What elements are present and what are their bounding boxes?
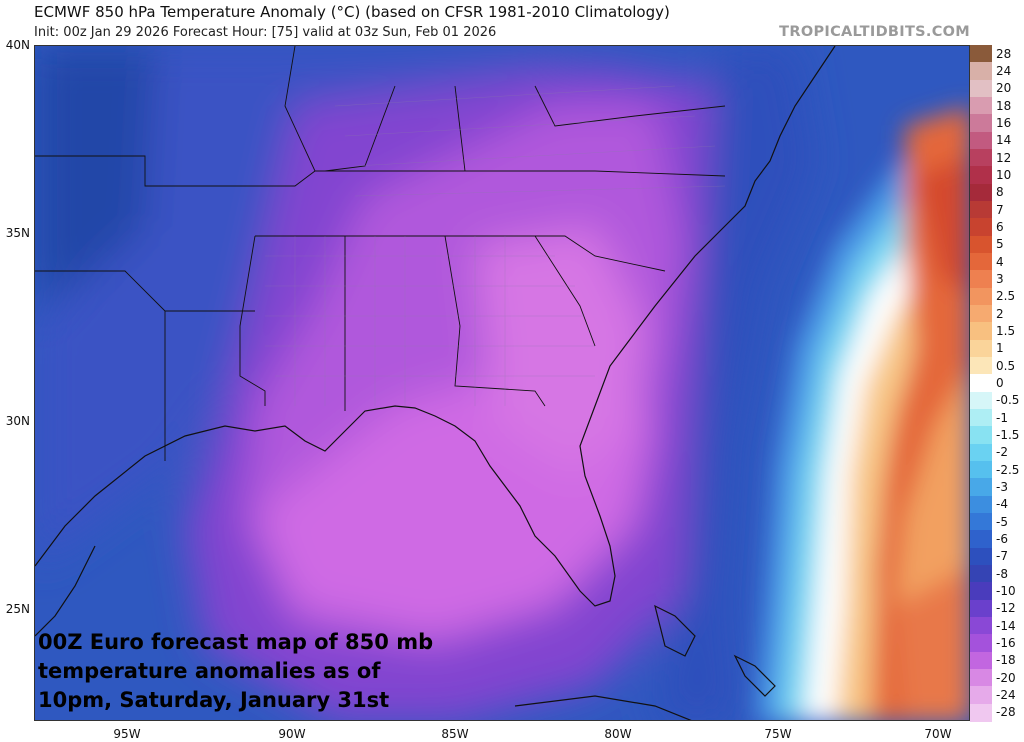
map-caption: 00Z Euro forecast map of 850 mb temperat… [38, 630, 434, 712]
colorbar-tick-label: 2.5 [996, 289, 1016, 304]
colorbar-segment [970, 270, 992, 289]
colorbar-segment [970, 478, 992, 497]
colorbar-tick-label: 1 [996, 341, 1004, 356]
colorbar-tick-label: -8 [996, 566, 1008, 581]
colorbar-tick-label: -7 [996, 549, 1008, 564]
colorbar-tick-label: 0 [996, 376, 1004, 390]
colorbar-segment [970, 426, 992, 445]
colorbar-tick-label: 2 [996, 306, 1004, 321]
map-canvas [35, 46, 969, 720]
lon-label-75w: 75W [764, 727, 792, 741]
colorbar-segment [970, 62, 992, 81]
colorbar-tick-label: -4 [996, 497, 1008, 512]
colorbar-segment [970, 617, 992, 635]
colorbar-segment [970, 443, 992, 462]
colorbar-tick-label: 4 [996, 254, 1004, 269]
colorbar-segment [970, 235, 992, 254]
colorbar-segment [970, 599, 992, 618]
colorbar-segment [970, 547, 992, 566]
colorbar-segment [970, 651, 992, 670]
colorbar-tick-label: 28 [996, 46, 1012, 61]
colorbar-segment [970, 565, 992, 583]
warm-anomaly-field [755, 106, 969, 720]
colorbar-segment [970, 530, 992, 549]
colorbar-tick-label: -28 [996, 705, 1016, 720]
lon-label-80w: 80W [604, 727, 632, 741]
colorbar-tick-label: -3 [996, 480, 1008, 494]
colorbar-segment [970, 79, 992, 98]
colorbar-segment [970, 669, 992, 687]
colorbar-tick-label: 24 [996, 64, 1012, 78]
colorbar-segment [970, 409, 992, 427]
colorbar-segment [970, 253, 992, 271]
colorbar-segment [970, 322, 992, 341]
colorbar-tick-label: 20 [996, 81, 1012, 96]
lat-label-30n: 30N [5, 414, 30, 428]
colorbar-segment [970, 218, 992, 237]
colorbar-segment [970, 686, 992, 705]
colorbar-tick-label: -24 [996, 688, 1016, 702]
colorbar-segment [970, 183, 992, 202]
lat-label-35n: 35N [5, 226, 30, 240]
lon-label-70w: 70W [924, 727, 952, 741]
colorbar-segment [970, 391, 992, 410]
colorbar-segment [970, 166, 992, 185]
colorbar-segment [970, 634, 992, 653]
colorbar-tick-label: -6 [996, 532, 1008, 546]
colorbar [970, 45, 992, 722]
colorbar-segment [970, 45, 992, 63]
lon-label-85w: 85W [441, 727, 469, 741]
colorbar-tick-label: 8 [996, 185, 1004, 200]
colorbar-segment [970, 287, 992, 306]
colorbar-tick-label: -2 [996, 445, 1008, 460]
state-borders [35, 46, 726, 461]
map-title: ECMWF 850 hPa Temperature Anomaly (°C) (… [34, 3, 670, 21]
colorbar-segment [970, 114, 992, 133]
colorbar-segment [970, 339, 992, 358]
colorbar-tick-label: -14 [996, 618, 1016, 633]
colorbar-tick-label: 7 [996, 202, 1004, 217]
colorbar-tick-label: -2.5 [996, 462, 1020, 477]
colorbar-tick-label: 14 [996, 133, 1012, 148]
colorbar-tick-label: 12 [996, 150, 1012, 165]
anomaly-map [34, 45, 970, 721]
coastline [35, 46, 836, 720]
colorbar-tick-label: 16 [996, 116, 1012, 130]
lat-label-25n: 25N [5, 602, 30, 616]
lon-label-90w: 90W [278, 727, 306, 741]
colorbar-tick-label: -16 [996, 636, 1016, 650]
colorbar-tick-label: 3 [996, 272, 1004, 286]
colorbar-tick-label: 0.5 [996, 358, 1016, 373]
colorbar-tick-label: -12 [996, 601, 1016, 616]
map-subtitle: Init: 00z Jan 29 2026 Forecast Hour: [75… [34, 25, 497, 40]
colorbar-segment [970, 149, 992, 167]
colorbar-tick-label: 10 [996, 168, 1012, 182]
brand-watermark: TROPICALTIDBITS.COM [779, 24, 970, 40]
colorbar-segment [970, 305, 992, 323]
colorbar-segment [970, 201, 992, 219]
colorbar-tick-label: 18 [996, 98, 1012, 113]
colorbar-tick-label: -1.5 [996, 428, 1020, 442]
colorbar-tick-label: 6 [996, 220, 1004, 234]
colorbar-tick-label: 1.5 [996, 324, 1016, 338]
colorbar-segment [970, 703, 992, 722]
colorbar-tick-label: -18 [996, 653, 1016, 668]
colorbar-tick-label: -10 [996, 584, 1016, 598]
colorbar-tick-label: -20 [996, 670, 1016, 685]
lon-label-95w: 95W [113, 727, 141, 741]
colorbar-tick-label: -1 [996, 410, 1008, 425]
colorbar-segment [970, 131, 992, 150]
colorbar-segment [970, 582, 992, 601]
colorbar-segment [970, 97, 992, 115]
colorbar-segment [970, 495, 992, 514]
colorbar-segment [970, 374, 992, 393]
colorbar-segment [970, 357, 992, 375]
colorbar-tick-label: 5 [996, 237, 1004, 252]
colorbar-tick-label: -0.5 [996, 393, 1020, 408]
colorbar-segment [970, 461, 992, 479]
colorbar-segment [970, 513, 992, 531]
county-borders [265, 85, 726, 406]
lat-label-40n: 40N [5, 38, 30, 52]
colorbar-tick-label: -5 [996, 514, 1008, 529]
